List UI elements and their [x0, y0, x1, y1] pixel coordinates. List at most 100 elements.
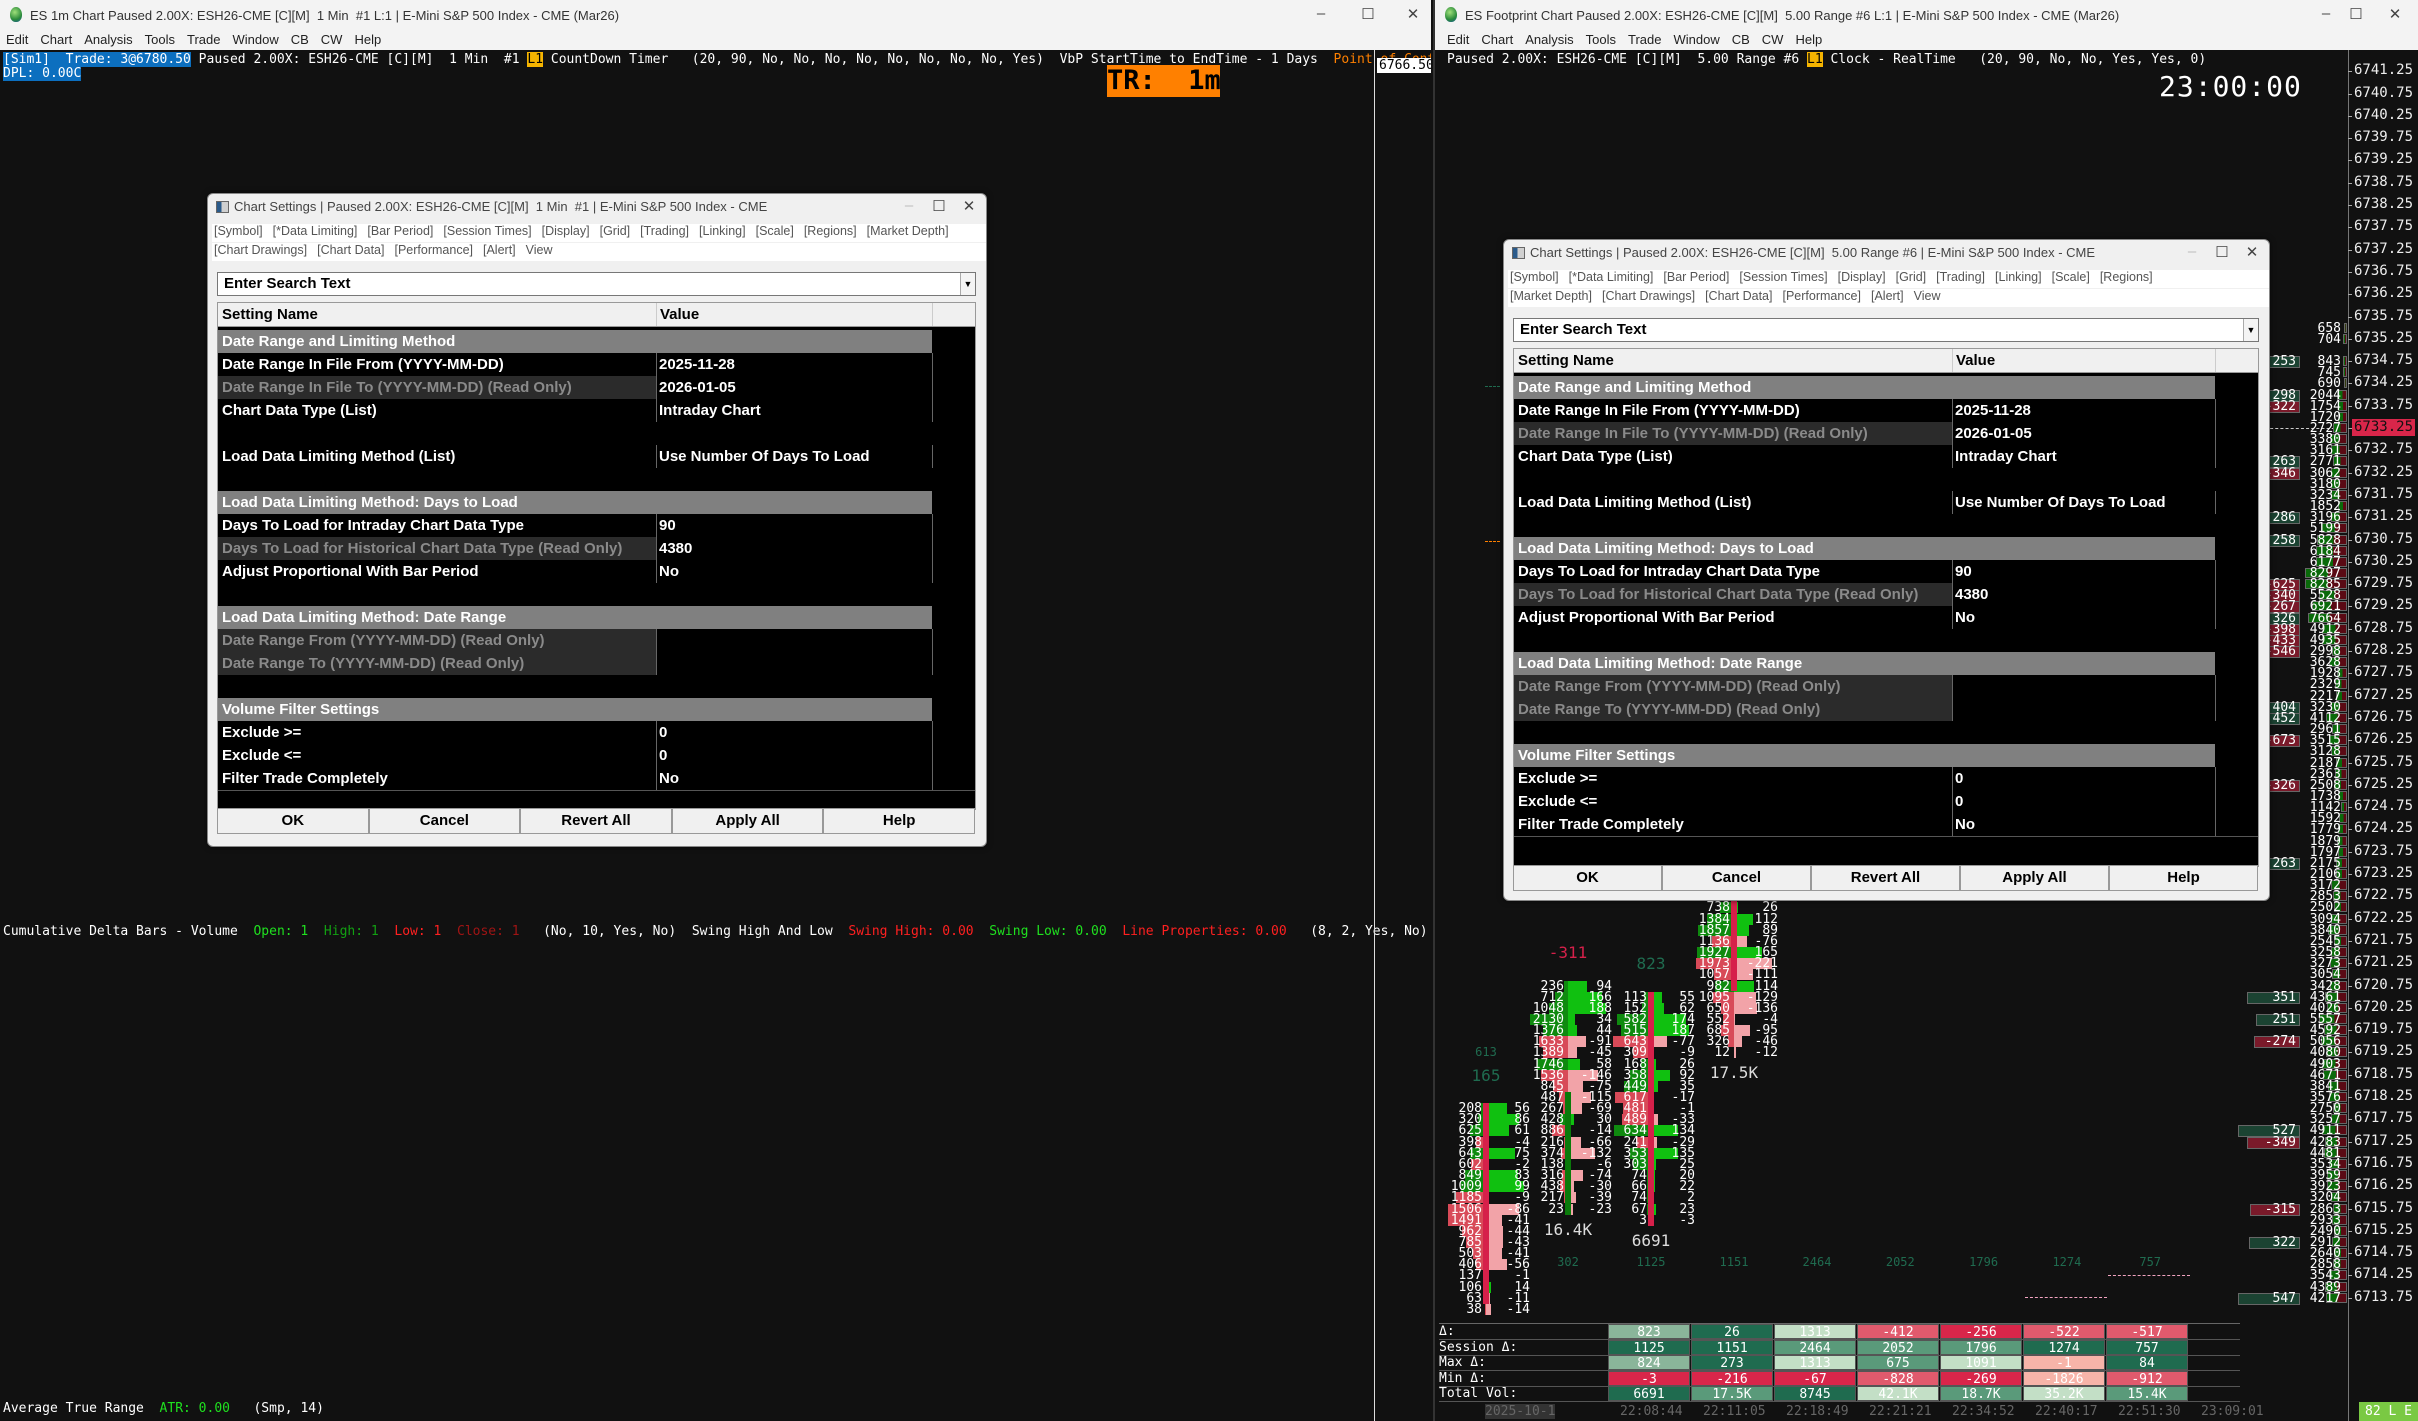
close-icon[interactable]: ✕ [2245, 244, 2259, 261]
menu-cb[interactable]: CB [290, 32, 309, 47]
setting-value[interactable]: 0 [659, 724, 668, 741]
setting-row[interactable]: Filter Trade Completely No [1514, 813, 2258, 837]
minimize-icon[interactable]: – [2187, 243, 2197, 260]
revert-all-button[interactable]: Revert All [520, 808, 672, 834]
menu-cw[interactable]: CW [320, 32, 343, 47]
setting-row[interactable]: Adjust Proportional With Bar Period No [218, 560, 975, 584]
menu-tools[interactable]: Tools [144, 32, 175, 47]
maximize-icon[interactable]: ☐ [932, 198, 946, 215]
dropdown-arrow-icon[interactable]: ▼ [2243, 319, 2258, 341]
tab-chart-data[interactable]: [Chart Data] [1705, 289, 1773, 303]
menu-cw[interactable]: CW [1761, 32, 1784, 47]
tab-chart-data[interactable]: [Chart Data] [317, 243, 385, 257]
menu-analysis[interactable]: Analysis [1525, 32, 1574, 47]
apply-all-button[interactable]: Apply All [1960, 865, 2109, 891]
tab-chart-drawings[interactable]: [Chart Drawings] [214, 243, 308, 257]
setting-value[interactable]: No [659, 770, 679, 787]
tab-bar-period[interactable]: [Bar Period] [1663, 270, 1730, 284]
setting-row[interactable]: Date Range In File From (YYYY-MM-DD) 2025… [218, 353, 975, 377]
tab-bar-period[interactable]: [Bar Period] [367, 224, 434, 238]
setting-value[interactable]: No [659, 563, 679, 580]
setting-row[interactable]: Date Range In File From (YYYY-MM-DD) 2025… [1514, 399, 2258, 423]
menu-chart[interactable]: Chart [40, 32, 73, 47]
setting-row[interactable]: Chart Data Type (List) Intraday Chart [218, 399, 975, 423]
setting-value[interactable]: 0 [1955, 793, 1964, 810]
setting-value[interactable]: No [1955, 816, 1975, 833]
setting-row[interactable]: Chart Data Type (List) Intraday Chart [1514, 445, 2258, 469]
menu-help[interactable]: Help [354, 32, 382, 47]
menu-tools[interactable]: Tools [1585, 32, 1616, 47]
search-input[interactable]: Enter Search Text ▼ [217, 272, 976, 296]
search-input[interactable]: Enter Search Text ▼ [1513, 318, 2259, 342]
tab-alert[interactable]: [Alert] [1870, 289, 1904, 303]
setting-row[interactable]: Exclude >= 0 [1514, 767, 2258, 791]
close-icon[interactable]: ✕ [2388, 6, 2402, 23]
setting-value[interactable]: No [1955, 609, 1975, 626]
close-icon[interactable]: ✕ [962, 198, 976, 215]
apply-all-button[interactable]: Apply All [671, 808, 824, 834]
tab-performance[interactable]: [Performance] [394, 243, 473, 257]
setting-value[interactable]: Use Number Of Days To Load [1955, 494, 2166, 511]
maximize-icon[interactable]: ☐ [2349, 6, 2363, 23]
setting-value[interactable]: Intraday Chart [1955, 448, 2057, 465]
tab-display[interactable]: [Display] [541, 224, 590, 238]
setting-value[interactable]: Use Number Of Days To Load [659, 448, 870, 465]
ok-button[interactable]: OK [1513, 865, 1662, 891]
tab-scale[interactable]: [Scale] [755, 224, 794, 238]
setting-value[interactable]: 2025-11-28 [1955, 402, 2031, 419]
menu-cb[interactable]: CB [1731, 32, 1750, 47]
tab-scale[interactable]: [Scale] [2051, 270, 2090, 284]
cancel-button[interactable]: Cancel [368, 808, 521, 834]
tab-display[interactable]: [Display] [1837, 270, 1886, 284]
tab-session-times[interactable]: [Session Times] [1739, 270, 1828, 284]
setting-value[interactable]: 0 [659, 747, 668, 764]
help-button[interactable]: Help [2109, 865, 2258, 891]
menu-trade[interactable]: Trade [1627, 32, 1662, 47]
tab-performance[interactable]: [Performance] [1782, 289, 1861, 303]
tab-alert[interactable]: [Alert] [483, 243, 516, 257]
minimize-icon[interactable]: – [1316, 5, 1326, 22]
dropdown-arrow-icon[interactable]: ▼ [960, 273, 975, 295]
setting-value[interactable]: 2025-11-28 [659, 356, 735, 373]
maximize-icon[interactable]: ☐ [2215, 244, 2229, 261]
menu-edit[interactable]: Edit [6, 32, 29, 47]
setting-row[interactable]: Exclude <= 0 [218, 744, 975, 768]
setting-row[interactable]: Filter Trade Completely No [218, 767, 975, 791]
ok-button[interactable]: OK [217, 808, 369, 834]
tab-regions[interactable]: [Regions] [803, 224, 857, 238]
help-button[interactable]: Help [823, 808, 975, 834]
tab-linking[interactable]: [Linking] [1995, 270, 2042, 284]
setting-value[interactable]: 90 [1955, 563, 1972, 580]
minimize-icon[interactable]: – [2321, 5, 2331, 22]
tab-chart-drawings[interactable]: [Chart Drawings] [1601, 289, 1696, 303]
setting-row[interactable]: Exclude >= 0 [218, 721, 975, 745]
footprint-chart-area[interactable]: Paused 2.00X: ESH26-CME [C][M] 5.00 Rang… [1435, 50, 2418, 1421]
tab-symbol[interactable]: [Symbol] [1510, 270, 1559, 284]
menu-window[interactable]: Window [1673, 32, 1720, 47]
tab-linking[interactable]: [Linking] [699, 224, 746, 238]
tab-data-limiting[interactable]: [*Data Limiting] [1568, 270, 1654, 284]
setting-row[interactable]: Adjust Proportional With Bar Period No [1514, 606, 2258, 630]
setting-row[interactable]: Load Data Limiting Method (List) Use Numb… [1514, 491, 2258, 515]
tab-grid[interactable]: [Grid] [599, 224, 631, 238]
tab-session-times[interactable]: [Session Times] [443, 224, 532, 238]
cancel-button[interactable]: Cancel [1662, 865, 1811, 891]
close-icon[interactable]: ✕ [1406, 6, 1420, 23]
setting-row[interactable]: Exclude <= 0 [1514, 790, 2258, 814]
minimize-icon[interactable]: – [904, 197, 914, 214]
tab-view[interactable]: View [1913, 289, 1941, 303]
setting-value[interactable]: 90 [659, 517, 676, 534]
tab-symbol[interactable]: [Symbol] [214, 224, 263, 238]
setting-row[interactable]: Days To Load for Intraday Chart Data Typ… [218, 514, 975, 538]
setting-value[interactable]: Intraday Chart [659, 402, 761, 419]
tab-grid[interactable]: [Grid] [1895, 270, 1927, 284]
right-title-bar[interactable]: ES Footprint Chart Paused 2.00X: ESH26-C… [1435, 0, 2418, 30]
revert-all-button[interactable]: Revert All [1811, 865, 1960, 891]
tab-market-depth[interactable]: [Market Depth] [1510, 289, 1592, 303]
setting-row[interactable]: Load Data Limiting Method (List) Use Numb… [218, 445, 975, 469]
menu-window[interactable]: Window [232, 32, 279, 47]
menu-edit[interactable]: Edit [1447, 32, 1470, 47]
maximize-icon[interactable]: ☐ [1361, 6, 1375, 23]
setting-value[interactable]: 0 [1955, 770, 1964, 787]
menu-help[interactable]: Help [1795, 32, 1823, 47]
